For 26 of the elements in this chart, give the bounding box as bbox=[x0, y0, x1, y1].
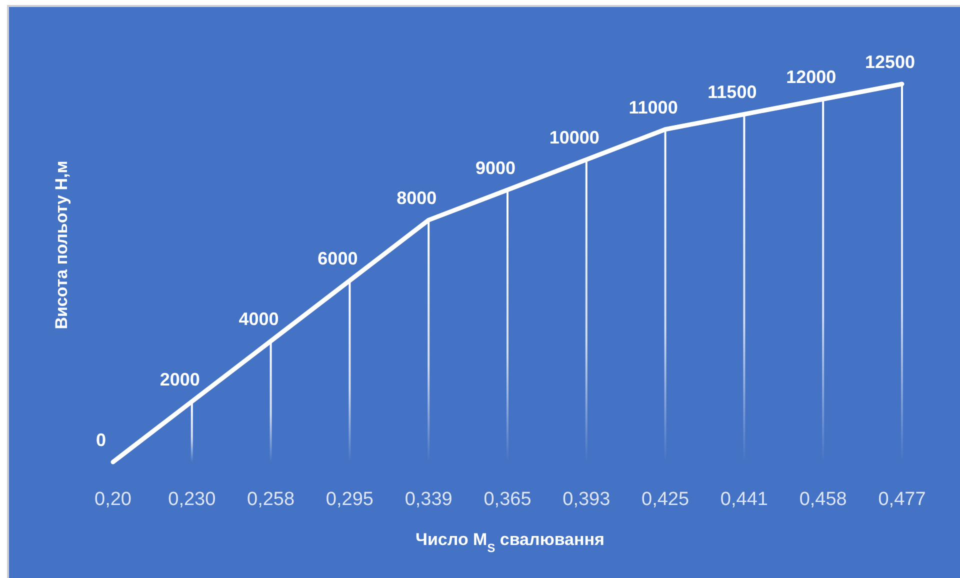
x-tick-label: 0,425 bbox=[642, 489, 690, 510]
data-label: 8000 bbox=[396, 188, 437, 208]
data-label: 0 bbox=[96, 430, 106, 450]
data-label: 11500 bbox=[708, 82, 757, 102]
data-label: 10000 bbox=[549, 128, 600, 148]
x-tick-label: 0,20 bbox=[94, 489, 132, 510]
x-tick-label: 0,365 bbox=[484, 489, 532, 510]
x-tick-label: 0,458 bbox=[799, 489, 847, 510]
data-label: 6000 bbox=[318, 248, 358, 269]
data-label: 12500 bbox=[864, 52, 916, 72]
bar bbox=[270, 341, 272, 462]
x-tick-label: 0,441 bbox=[720, 489, 768, 510]
data-label: 4000 bbox=[238, 309, 279, 330]
x-tick-label: 0,477 bbox=[878, 489, 926, 510]
x-tick-label: 0,393 bbox=[562, 489, 610, 510]
x-tick-label: 0,295 bbox=[326, 489, 374, 510]
x-tick-label: 0,230 bbox=[168, 489, 216, 510]
data-label: 11000 bbox=[628, 97, 678, 118]
x-axis-title: Число M$_{S}$ свалювання bbox=[416, 530, 604, 555]
y-axis-title: Висота польоту Н,м bbox=[52, 160, 71, 330]
data-label: 12000 bbox=[786, 67, 836, 88]
x-tick-label: 0,258 bbox=[247, 489, 295, 510]
data-label: 9000 bbox=[475, 158, 516, 178]
data-label: 2000 bbox=[160, 370, 200, 390]
bar bbox=[190, 402, 193, 462]
x-tick-label: 0,339 bbox=[404, 489, 452, 510]
